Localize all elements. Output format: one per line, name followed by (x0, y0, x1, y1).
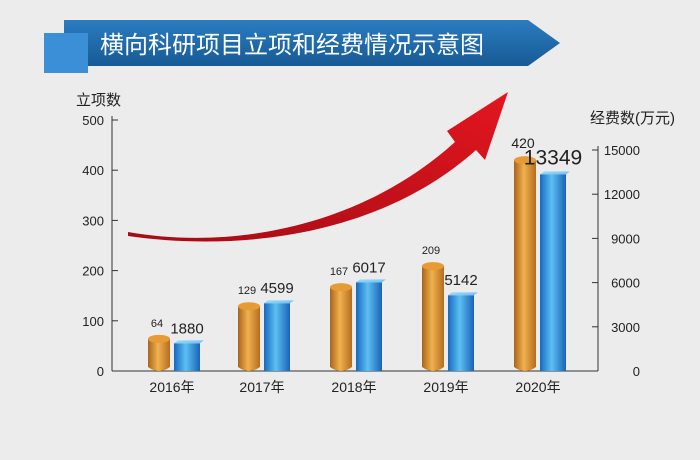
bar-funding-body (174, 343, 200, 371)
title-bar (64, 20, 560, 66)
left-axis-label: 立项数 (76, 92, 121, 109)
bar-project-count-cap (148, 334, 170, 343)
funding-label: 6017 (352, 259, 385, 276)
trend-arrow (128, 92, 508, 242)
right-tick-label: 6000 (611, 276, 640, 291)
right-tick-label: 12000 (604, 187, 640, 202)
bar-project-count-cap (330, 283, 352, 292)
x-tick-label: 2016年 (149, 379, 194, 395)
title-square (44, 33, 88, 73)
funding-label: 4599 (260, 280, 293, 297)
project-count-label: 129 (238, 285, 256, 297)
bar-project-count-body (330, 287, 352, 371)
chart-title: 横向科研项目立项和经费情况示意图 (100, 31, 484, 59)
project-count-label: 167 (330, 266, 348, 278)
right-tick-label: 0 (633, 364, 640, 379)
right-tick-label: 15000 (604, 143, 640, 158)
title-banner: 横向科研项目立项和经费情况示意图 (44, 20, 560, 73)
left-tick-label: 300 (82, 213, 104, 228)
bar-project-count-cap (514, 156, 536, 165)
bar-funding-body (356, 282, 382, 371)
bar-funding-body (448, 295, 474, 371)
bar-project-count-body (238, 306, 260, 371)
bar-funding (264, 300, 294, 371)
bar-project-count (514, 156, 536, 371)
left-tick-label: 400 (82, 163, 104, 178)
project-count-label: 209 (422, 245, 440, 257)
funding-label: 1880 (170, 320, 203, 337)
trend-arrow-shape (128, 92, 508, 242)
bar-project-count (238, 302, 260, 371)
bar-funding-body (264, 303, 290, 371)
left-tick-label: 0 (97, 364, 104, 379)
left-tick-label: 500 (82, 113, 104, 128)
bar-funding-cap (448, 292, 478, 296)
bar-funding-cap (540, 171, 570, 175)
bar-funding (356, 279, 386, 371)
bar-project-count (422, 262, 444, 371)
bar-funding (448, 292, 478, 371)
right-tick-label: 3000 (611, 320, 640, 335)
left-tick-label: 200 (82, 264, 104, 279)
right-axis-label: 经费数(万元) (590, 110, 675, 127)
project-count-label: 420 (511, 135, 535, 151)
bar-project-count-body (148, 338, 170, 371)
bar-project-count (330, 283, 352, 371)
bars (148, 156, 570, 371)
funding-label: 13349 (524, 146, 582, 169)
bar-funding-body (540, 174, 566, 371)
funding-label: 5142 (444, 272, 477, 289)
right-tick-label: 9000 (611, 231, 640, 246)
bar-project-count-body (514, 160, 536, 371)
bar-funding-cap (264, 300, 294, 304)
left-tick-label: 100 (82, 314, 104, 329)
bar-funding (540, 171, 570, 371)
x-tick-label: 2020年 (515, 379, 560, 395)
x-tick-label: 2017年 (239, 379, 284, 395)
project-count-label: 64 (151, 318, 163, 330)
bar-funding-cap (174, 340, 204, 344)
bar-project-count (148, 334, 170, 371)
x-tick-label: 2018年 (331, 379, 376, 395)
axes: 0 100 200 300 400 500 0 3000 6000 9000 12000 15000 2… (82, 113, 640, 395)
bar-funding (174, 340, 204, 371)
bar-project-count-cap (238, 302, 260, 311)
bar-funding-cap (356, 279, 386, 283)
x-tick-label: 2019年 (423, 379, 468, 395)
bar-project-count-body (422, 266, 444, 371)
bar-project-count-cap (422, 262, 444, 271)
